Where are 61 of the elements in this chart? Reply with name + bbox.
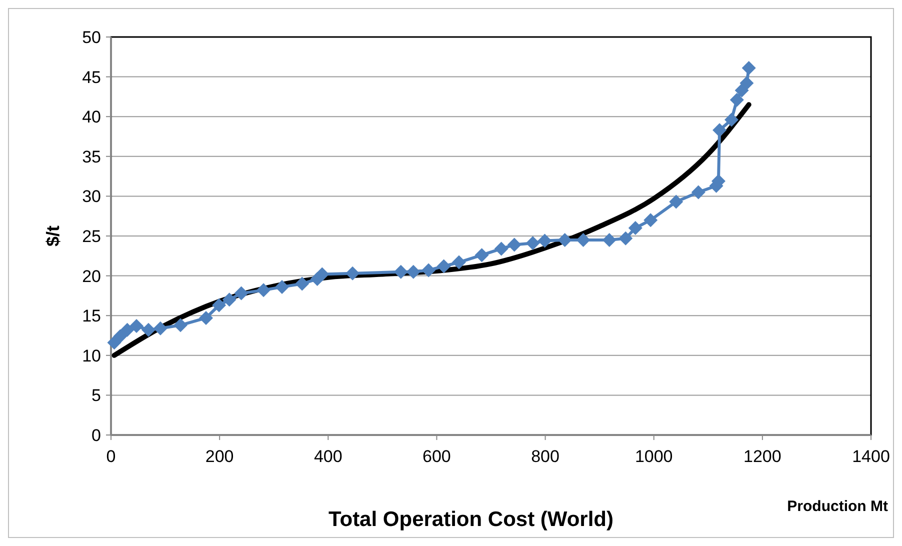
point [394, 264, 408, 279]
point [141, 322, 156, 337]
point [153, 321, 168, 336]
point [406, 264, 420, 279]
x-tick-label: 800 [531, 447, 560, 466]
x-tick-label: 1400 [852, 447, 890, 466]
point [275, 280, 289, 294]
y-tick-label: 25 [82, 226, 101, 246]
y-tick-label: 5 [92, 386, 101, 406]
y-tick-label: 0 [92, 426, 101, 445]
point [669, 194, 684, 209]
point [734, 83, 749, 98]
point [212, 298, 226, 312]
point [346, 266, 360, 280]
point [526, 236, 540, 250]
x-tick-label: 1000 [634, 447, 673, 466]
x-tick-label: 0 [106, 447, 116, 466]
point [222, 292, 236, 307]
point [234, 286, 248, 300]
y-tick-label: 40 [82, 108, 101, 127]
y-tick-label: 45 [82, 68, 101, 87]
text: Total Operation Cost (World) [328, 508, 614, 531]
point [507, 238, 522, 252]
point [628, 221, 642, 236]
point [256, 283, 271, 298]
point [644, 213, 658, 228]
x-tick-label: 600 [422, 447, 451, 466]
point [422, 263, 436, 278]
point [618, 231, 633, 246]
y-tick-label: 15 [82, 306, 101, 326]
point [113, 329, 128, 344]
x-tick-label: 200 [205, 447, 234, 466]
x-tick-label: 1200 [744, 447, 782, 466]
point [724, 112, 738, 127]
y-tick-label: 35 [82, 147, 101, 166]
point [712, 123, 727, 138]
y-tick-label: 30 [82, 187, 101, 206]
point [494, 242, 508, 256]
point [452, 255, 466, 270]
point [740, 76, 754, 90]
x-tick-label: 400 [314, 447, 342, 466]
point [691, 185, 706, 200]
point [558, 232, 572, 247]
point [742, 61, 756, 76]
point [130, 318, 144, 333]
point [538, 234, 552, 248]
point [120, 322, 134, 337]
point [295, 276, 310, 291]
point [474, 248, 489, 262]
y-axis-title: $/t [43, 225, 63, 247]
point [436, 259, 451, 274]
point [199, 310, 213, 325]
point [602, 232, 616, 247]
point [730, 92, 744, 107]
point [576, 232, 590, 247]
point [315, 267, 330, 282]
point [173, 318, 188, 332]
y-tick-label: 50 [82, 28, 101, 47]
x-axis-title: Production Mt [787, 498, 888, 515]
y-tick-label: 10 [82, 346, 101, 366]
y-tick-label: 20 [82, 266, 101, 286]
